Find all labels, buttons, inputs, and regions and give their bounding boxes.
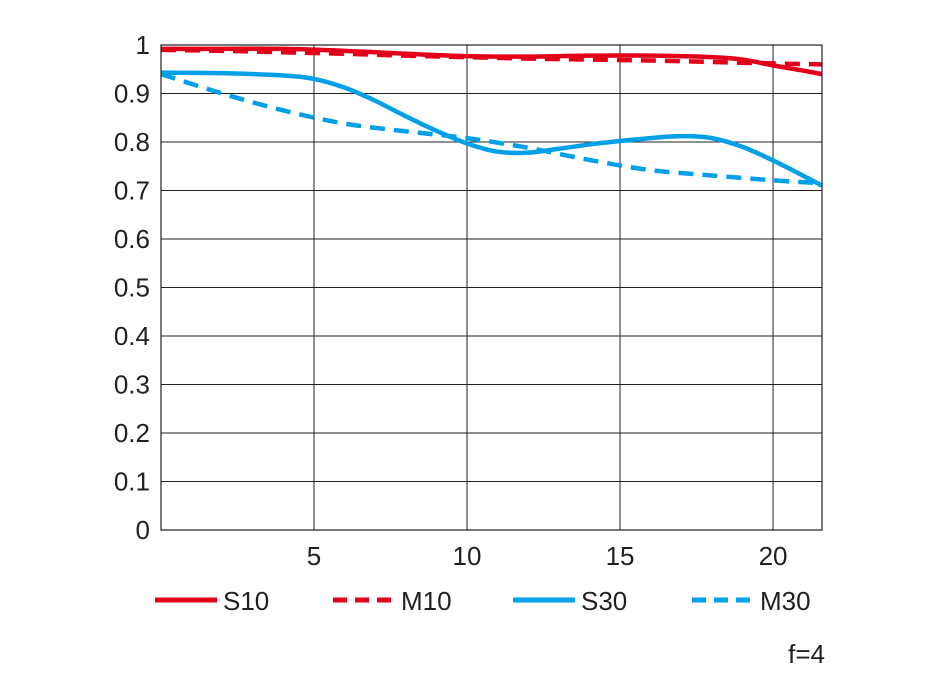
x-tick-label: 15 bbox=[606, 541, 635, 571]
y-tick-label: 0.7 bbox=[114, 176, 150, 206]
y-tick-label: 0.9 bbox=[114, 79, 150, 109]
legend: S10 M10 S30 M30 bbox=[155, 586, 811, 616]
y-tick-label: 1 bbox=[136, 30, 150, 60]
aperture-note: f=4 bbox=[788, 639, 825, 669]
series-line-m10 bbox=[160, 47, 823, 67]
series-line-s30 bbox=[160, 70, 824, 188]
legend-item-m10: M10 bbox=[333, 586, 452, 616]
legend-label: S30 bbox=[581, 586, 627, 616]
legend-label: M30 bbox=[760, 586, 811, 616]
y-tick-label: 0.8 bbox=[114, 127, 150, 157]
y-tick-label: 0.1 bbox=[114, 467, 150, 497]
legend-label: S10 bbox=[223, 586, 269, 616]
x-tick-label: 20 bbox=[759, 541, 788, 571]
y-tick-labels: 0 0.1 0.2 0.3 0.4 0.5 0.6 0.7 0.8 0.9 1 bbox=[114, 30, 150, 545]
series-lines bbox=[160, 46, 824, 188]
grid bbox=[161, 44, 822, 531]
y-tick-label: 0 bbox=[136, 515, 150, 545]
x-tick-labels: 5 10 15 20 bbox=[307, 541, 788, 571]
y-tick-label: 0.6 bbox=[114, 224, 150, 254]
legend-item-s10: S10 bbox=[155, 586, 269, 616]
legend-item-m30: M30 bbox=[692, 586, 811, 616]
x-tick-label: 10 bbox=[453, 541, 482, 571]
plot-frame bbox=[160, 44, 823, 531]
y-tick-label: 0.2 bbox=[114, 418, 150, 448]
legend-label: M10 bbox=[401, 586, 452, 616]
legend-item-s30: S30 bbox=[513, 586, 627, 616]
y-tick-label: 0.4 bbox=[114, 321, 150, 351]
series-line-m30 bbox=[160, 71, 823, 186]
x-tick-label: 5 bbox=[307, 541, 321, 571]
y-tick-label: 0.3 bbox=[114, 370, 150, 400]
y-tick-label: 0.5 bbox=[114, 273, 150, 303]
